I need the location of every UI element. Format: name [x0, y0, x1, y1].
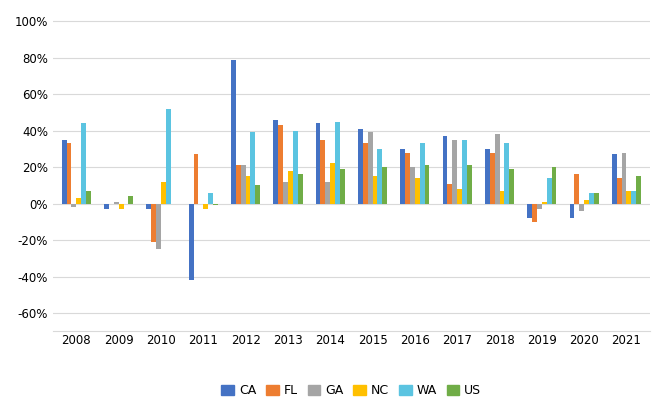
Bar: [373, 176, 377, 204]
Bar: [320, 140, 326, 204]
Bar: [241, 165, 245, 204]
Bar: [335, 122, 340, 204]
Bar: [537, 204, 542, 209]
Bar: [208, 193, 213, 204]
Bar: [245, 176, 251, 204]
Bar: [574, 175, 579, 204]
Legend: CA, FL, GA, NC, WA, US: CA, FL, GA, NC, WA, US: [216, 379, 487, 402]
Bar: [151, 204, 156, 242]
Bar: [114, 202, 119, 204]
Bar: [330, 164, 335, 204]
Bar: [532, 204, 537, 222]
Bar: [485, 149, 490, 204]
Bar: [509, 169, 514, 204]
Bar: [326, 182, 330, 204]
Bar: [189, 204, 194, 280]
Bar: [293, 130, 298, 204]
Bar: [570, 204, 574, 218]
Bar: [363, 143, 368, 204]
Bar: [612, 154, 617, 204]
Bar: [147, 204, 151, 209]
Bar: [340, 169, 345, 204]
Bar: [273, 120, 278, 204]
Bar: [552, 167, 556, 204]
Bar: [462, 140, 467, 204]
Bar: [251, 133, 255, 204]
Bar: [119, 204, 123, 209]
Bar: [589, 193, 594, 204]
Bar: [316, 123, 320, 204]
Bar: [72, 204, 76, 207]
Bar: [283, 182, 288, 204]
Bar: [448, 183, 452, 204]
Bar: [405, 153, 410, 204]
Bar: [490, 153, 495, 204]
Bar: [66, 143, 72, 204]
Bar: [579, 204, 584, 211]
Bar: [617, 178, 622, 204]
Bar: [166, 109, 170, 204]
Bar: [467, 165, 472, 204]
Bar: [495, 134, 499, 204]
Bar: [62, 140, 66, 204]
Bar: [383, 167, 387, 204]
Bar: [213, 204, 218, 206]
Bar: [278, 125, 283, 204]
Bar: [204, 204, 208, 209]
Bar: [81, 123, 86, 204]
Bar: [457, 189, 462, 204]
Bar: [156, 204, 161, 249]
Bar: [547, 178, 552, 204]
Bar: [76, 198, 81, 204]
Bar: [129, 196, 133, 204]
Bar: [231, 59, 236, 204]
Bar: [410, 167, 415, 204]
Bar: [420, 143, 424, 204]
Bar: [236, 165, 241, 204]
Bar: [86, 191, 91, 204]
Bar: [622, 153, 627, 204]
Bar: [358, 129, 363, 204]
Bar: [499, 191, 505, 204]
Bar: [636, 176, 641, 204]
Bar: [377, 149, 383, 204]
Bar: [368, 133, 373, 204]
Bar: [424, 165, 430, 204]
Bar: [400, 149, 405, 204]
Bar: [415, 178, 420, 204]
Bar: [631, 191, 636, 204]
Bar: [288, 171, 293, 204]
Bar: [594, 193, 599, 204]
Bar: [443, 136, 448, 204]
Bar: [527, 204, 532, 218]
Bar: [505, 143, 509, 204]
Bar: [298, 175, 302, 204]
Bar: [161, 182, 166, 204]
Bar: [542, 202, 547, 204]
Bar: [194, 154, 198, 204]
Bar: [255, 185, 260, 204]
Bar: [104, 204, 109, 209]
Bar: [627, 191, 631, 204]
Bar: [452, 140, 457, 204]
Bar: [584, 200, 589, 204]
